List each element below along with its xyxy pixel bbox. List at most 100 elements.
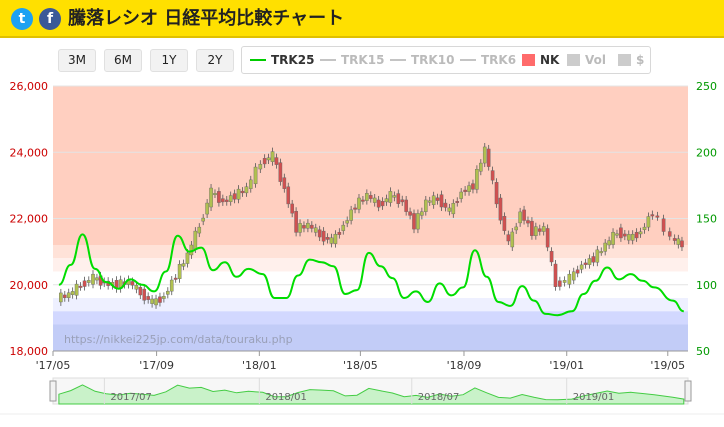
nk-candle-body <box>514 226 518 231</box>
nk-candle-body <box>325 237 330 240</box>
range-button-1y[interactable]: 1Y <box>150 49 188 72</box>
nk-candle-body <box>209 187 213 208</box>
nk-candle-body <box>486 148 491 167</box>
nk-candle-body <box>558 280 562 287</box>
nk-candle-body <box>463 189 467 192</box>
nk-candle-body <box>236 188 241 200</box>
nk-candle-body <box>213 193 217 196</box>
legend-line-swatch <box>390 59 406 61</box>
nk-candle-body <box>655 215 660 218</box>
nk-candle-body <box>70 291 75 295</box>
nk-candle-body <box>294 211 298 233</box>
nk-candle-body <box>372 197 377 203</box>
nk-candle-body <box>579 264 584 270</box>
nk-candle-body <box>431 195 436 206</box>
nk-candle-body <box>59 292 63 303</box>
nk-candle-body <box>615 233 619 236</box>
legend-label-nk: NK <box>540 53 560 67</box>
nk-candle-body <box>341 224 346 231</box>
zone-band <box>53 258 688 272</box>
nk-candle-body <box>142 288 147 301</box>
nk-candle-body <box>74 283 79 296</box>
nk-candle-body <box>138 286 143 296</box>
nk-candle-body <box>408 211 412 216</box>
twitter-icon[interactable]: t <box>11 8 33 30</box>
nk-candle-body <box>173 277 178 280</box>
nk-candle-body <box>205 202 209 215</box>
nk-candle-body <box>626 234 631 241</box>
axes: 18,000 20,000 22,000 24,000 26,000 50 100 150 20… <box>10 80 718 372</box>
nk-candle-body <box>353 207 357 210</box>
legend-item-trk15[interactable]: TRK15 <box>320 47 384 73</box>
nk-candle-body <box>266 157 271 161</box>
zone-band <box>53 298 688 312</box>
legend-box-swatch <box>567 54 580 66</box>
nk-candle-body <box>365 193 369 201</box>
navigator-series <box>58 384 685 405</box>
nk-candle-body <box>650 214 655 217</box>
legend-line-swatch <box>460 59 476 61</box>
nk-candle-body <box>553 263 558 287</box>
nk-candle-body <box>518 211 522 224</box>
nk-candle-body <box>177 264 182 279</box>
nk-candle-body <box>302 225 306 229</box>
nk-candle-body <box>274 157 279 165</box>
nk-candle-body <box>162 296 166 299</box>
navigator[interactable]: 2017/07 2018/01 2018/07 2019/01 <box>0 377 724 415</box>
legend-label-trk6: TRK6 <box>481 53 517 67</box>
y-right-tick-label: 100 <box>696 279 717 292</box>
nk-candle-body <box>541 226 546 232</box>
nk-candle-body <box>345 220 349 224</box>
nk-candle-body <box>646 216 651 228</box>
nk-candle-body <box>447 207 452 212</box>
zone-band <box>53 324 688 351</box>
legend-item-vol[interactable]: Vol <box>567 47 606 73</box>
legend-label-trk25: TRK25 <box>271 53 315 67</box>
nk-candle-body <box>587 258 592 265</box>
facebook-icon[interactable]: f <box>39 8 61 30</box>
legend-box-swatch <box>522 54 535 66</box>
x-tick-label: '18/01 <box>242 359 277 372</box>
legend-item-dollar[interactable]: $ <box>618 47 644 73</box>
range-button-6m[interactable]: 6M <box>104 49 142 72</box>
nk-candle-body <box>416 213 420 230</box>
nk-candle-body <box>498 197 503 221</box>
legend-item-trk10[interactable]: TRK10 <box>390 47 454 73</box>
legend-item-trk6[interactable]: TRK6 <box>460 47 516 73</box>
legend-box-swatch <box>618 54 631 66</box>
zone-band <box>53 311 688 325</box>
x-tick-label: '19/05 <box>650 359 685 372</box>
legend-item-nk[interactable]: NK <box>522 47 559 73</box>
legend-label-trk10: TRK10 <box>411 53 455 67</box>
nk-candle-body <box>571 271 576 281</box>
legend-item-trk25[interactable]: TRK25 <box>250 47 314 73</box>
trk25-line <box>58 233 685 317</box>
nk-candle-body <box>467 185 471 192</box>
nk-candle-body <box>91 273 95 285</box>
y-right-tick-label: 150 <box>696 213 717 226</box>
legend-line-swatch <box>320 59 336 61</box>
y-right-tick-label: 200 <box>696 146 717 159</box>
nk-candle-body <box>404 199 408 212</box>
nk-candles <box>59 142 684 309</box>
nk-candle-body <box>221 198 225 203</box>
nk-candle-body <box>672 238 677 241</box>
nk-candle-body <box>306 222 310 229</box>
navigator-handle-right[interactable] <box>684 380 692 402</box>
nk-candle-body <box>400 199 405 203</box>
nk-candle-body <box>667 231 672 237</box>
range-button-3m[interactable]: 3M <box>58 49 96 72</box>
nk-candle-body <box>595 249 600 263</box>
nk-candle-body <box>232 193 237 200</box>
zone-band <box>53 86 688 245</box>
nk-candle-body <box>522 209 526 221</box>
range-button-2y[interactable]: 2Y <box>196 49 234 72</box>
nk-candle-body <box>189 244 194 256</box>
nk-candle-body <box>412 213 416 230</box>
navigator-handle-left[interactable] <box>49 380 57 402</box>
nk-candle-body <box>185 252 190 264</box>
nk-candle-body <box>329 237 334 244</box>
nk-candle-body <box>166 290 170 295</box>
nk-candle-body <box>380 201 385 207</box>
